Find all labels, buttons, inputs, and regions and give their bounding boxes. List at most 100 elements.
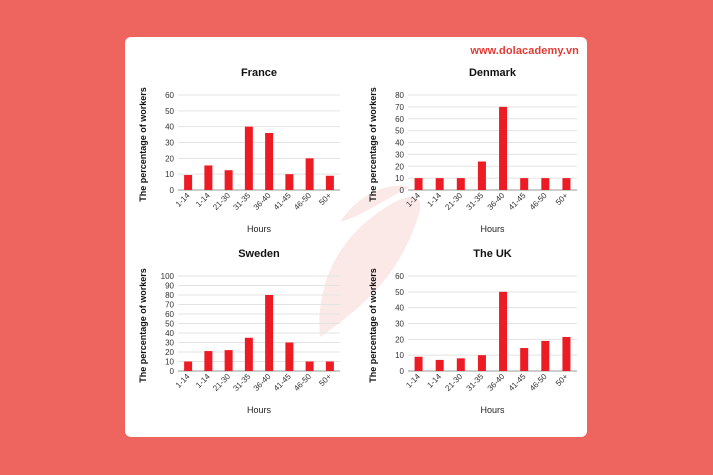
bar <box>305 361 314 371</box>
y-tick-label: 10 <box>165 170 174 179</box>
x-tick-label: 31-35 <box>231 191 252 212</box>
y-tick-label: 30 <box>165 139 174 148</box>
y-axis-title: The percentage of workers <box>368 87 378 202</box>
x-tick-label: 50+ <box>554 191 570 207</box>
x-tick-label: 41-45 <box>272 191 293 212</box>
x-tick-label: 41-45 <box>507 372 528 393</box>
y-tick-label: 60 <box>165 310 174 319</box>
bar <box>499 106 508 190</box>
x-tick-label: 21-30 <box>211 191 232 212</box>
x-tick-label: 31-35 <box>465 372 486 393</box>
x-tick-label: 21-30 <box>211 372 232 393</box>
y-tick-label: 20 <box>165 154 174 163</box>
y-tick-label: 50 <box>395 127 404 136</box>
x-tick-label: 1-14 <box>404 372 422 390</box>
y-tick-label: 70 <box>165 301 174 310</box>
y-tick-label: 20 <box>395 335 404 344</box>
x-tick-label: 1-14 <box>425 372 443 390</box>
x-tick-label: 1-14 <box>174 191 192 209</box>
y-tick-label: 40 <box>395 139 404 148</box>
bar <box>435 359 444 371</box>
bar <box>244 337 253 371</box>
bar <box>477 355 486 371</box>
bar <box>520 348 529 371</box>
y-tick-label: 10 <box>165 358 174 367</box>
y-tick-label: 70 <box>395 103 404 112</box>
x-tick-label: 1-14 <box>404 191 422 209</box>
chart-title: France <box>241 67 277 79</box>
chart-title: Sweden <box>238 248 280 260</box>
y-tick-label: 30 <box>395 320 404 329</box>
x-tick-label: 36-40 <box>252 191 273 212</box>
bar <box>456 178 465 190</box>
chart-title: Denmark <box>469 67 517 79</box>
brand-watermark[interactable]: www.dolacademy.vn <box>470 45 579 57</box>
y-tick-label: 40 <box>165 329 174 338</box>
bar <box>285 174 294 190</box>
bar <box>204 165 213 190</box>
y-tick-label: 80 <box>165 291 174 300</box>
bar <box>541 340 550 371</box>
x-tick-label: 50+ <box>554 372 570 388</box>
bar <box>224 350 233 371</box>
y-tick-label: 50 <box>395 288 404 297</box>
x-axis-title: Hours <box>247 405 272 415</box>
y-tick-label: 60 <box>395 272 404 281</box>
y-tick-label: 50 <box>165 107 174 116</box>
bar <box>325 361 334 371</box>
x-tick-label: 31-35 <box>465 191 486 212</box>
x-tick-label: 50+ <box>317 191 333 207</box>
y-tick-label: 10 <box>395 351 404 360</box>
y-tick-label: 10 <box>395 174 404 183</box>
y-tick-label: 30 <box>165 339 174 348</box>
x-tick-label: 46-50 <box>292 372 313 393</box>
bar <box>244 126 253 190</box>
y-tick-label: 50 <box>165 320 174 329</box>
bar <box>477 161 486 190</box>
bar <box>184 174 193 190</box>
bar <box>265 133 274 190</box>
bar <box>520 178 529 190</box>
y-tick-label: 90 <box>165 282 174 291</box>
x-tick-label: 46-50 <box>292 191 313 212</box>
x-tick-label: 36-40 <box>252 372 273 393</box>
x-tick-label: 21-30 <box>443 372 464 393</box>
bar <box>562 336 571 371</box>
x-tick-label: 41-45 <box>507 191 528 212</box>
x-axis-title: Hours <box>480 224 505 234</box>
x-tick-label: 1-14 <box>174 372 192 390</box>
x-tick-label: 46-50 <box>528 372 549 393</box>
x-tick-label: 36-40 <box>486 372 507 393</box>
x-axis-title: Hours <box>480 405 505 415</box>
y-tick-label: 30 <box>395 150 404 159</box>
x-tick-label: 41-45 <box>272 372 293 393</box>
x-tick-label: 31-35 <box>231 372 252 393</box>
x-tick-label: 1-14 <box>194 191 212 209</box>
x-tick-label: 1-14 <box>194 372 212 390</box>
bar <box>285 342 294 371</box>
bar <box>562 178 571 190</box>
bar <box>456 358 465 371</box>
y-tick-label: 80 <box>395 91 404 100</box>
y-tick-label: 0 <box>170 367 175 376</box>
bar <box>435 178 444 190</box>
x-tick-label: 50+ <box>317 372 333 388</box>
y-tick-label: 100 <box>161 272 175 281</box>
bar <box>414 356 423 371</box>
y-axis-title: The percentage of workers <box>368 268 378 383</box>
bar <box>414 178 423 190</box>
y-tick-label: 60 <box>395 115 404 124</box>
x-tick-label: 46-50 <box>528 191 549 212</box>
bar <box>499 291 508 371</box>
bar <box>541 178 550 190</box>
bar <box>325 175 334 190</box>
bar <box>305 158 314 190</box>
bar <box>184 361 193 371</box>
x-axis-title: Hours <box>247 224 272 234</box>
y-axis-title: The percentage of workers <box>138 268 148 383</box>
y-tick-label: 0 <box>170 186 175 195</box>
